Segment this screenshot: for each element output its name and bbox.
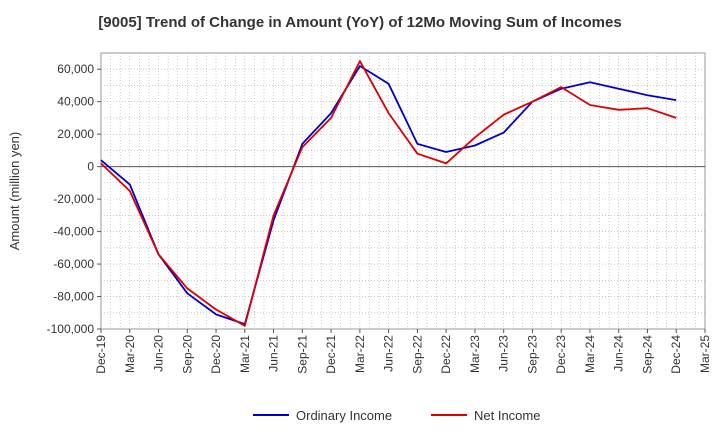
x-tick-label: Jun-21 [267,335,281,372]
y-tick-label: 60,000 [57,62,94,76]
x-tick-label: Dec-21 [324,335,338,374]
x-tick-label: Mar-20 [123,335,137,373]
y-tick-label: -60,000 [53,257,94,271]
y-tick-label: -100,000 [47,322,95,336]
x-tick-label: Dec-20 [209,335,223,374]
x-tick-label: Mar-22 [353,335,367,373]
x-tick-label: Jun-22 [382,335,396,372]
legend-label: Net Income [474,408,540,423]
x-tick-label: Jun-20 [152,335,166,372]
x-tick-label: Sep-21 [295,335,309,374]
plot-frame [100,52,706,330]
y-axis-title: Amount (million yen) [7,132,22,251]
y-tick-label: 20,000 [57,127,94,141]
x-tick-label: Dec-22 [439,335,453,374]
y-tick-label: 0 [87,160,94,174]
series-net-income [100,60,677,327]
axes: 60,000 40,000 20,000 0 -20,000 -40,000 -60,000… [7,62,712,373]
x-tick-label: Dec-24 [669,335,683,374]
legend-label: Ordinary Income [296,408,392,423]
legend-item: Net Income [431,408,540,423]
grid [100,52,706,330]
y-tick-label: -40,000 [53,225,94,239]
x-tick-label: Jun-24 [612,335,626,372]
x-tick-label: Mar-21 [238,335,252,373]
series-line [100,60,677,327]
x-tick-label: Mar-23 [468,335,482,373]
x-tick-label: Sep-22 [410,335,424,374]
series-group [100,60,677,327]
x-tick-label: Jun-23 [497,335,511,372]
x-tick-label: Dec-19 [94,335,108,374]
legend-item: Ordinary Income [253,408,392,423]
x-tick-label: Mar-25 [698,335,712,373]
y-tick-label: -80,000 [53,290,94,304]
y-tick-label: 40,000 [57,95,94,109]
chart-title: [9005] Trend of Change in Amount (YoY) o… [98,14,622,31]
legend: Ordinary Income Net Income [253,408,540,423]
x-tick-label: Sep-23 [525,335,539,374]
y-tick-label: -20,000 [53,192,94,206]
x-tick-label: Sep-20 [180,335,194,374]
x-tick-label: Dec-23 [554,335,568,374]
x-tick-label: Mar-24 [583,335,597,373]
x-tick-label: Sep-24 [640,335,654,374]
